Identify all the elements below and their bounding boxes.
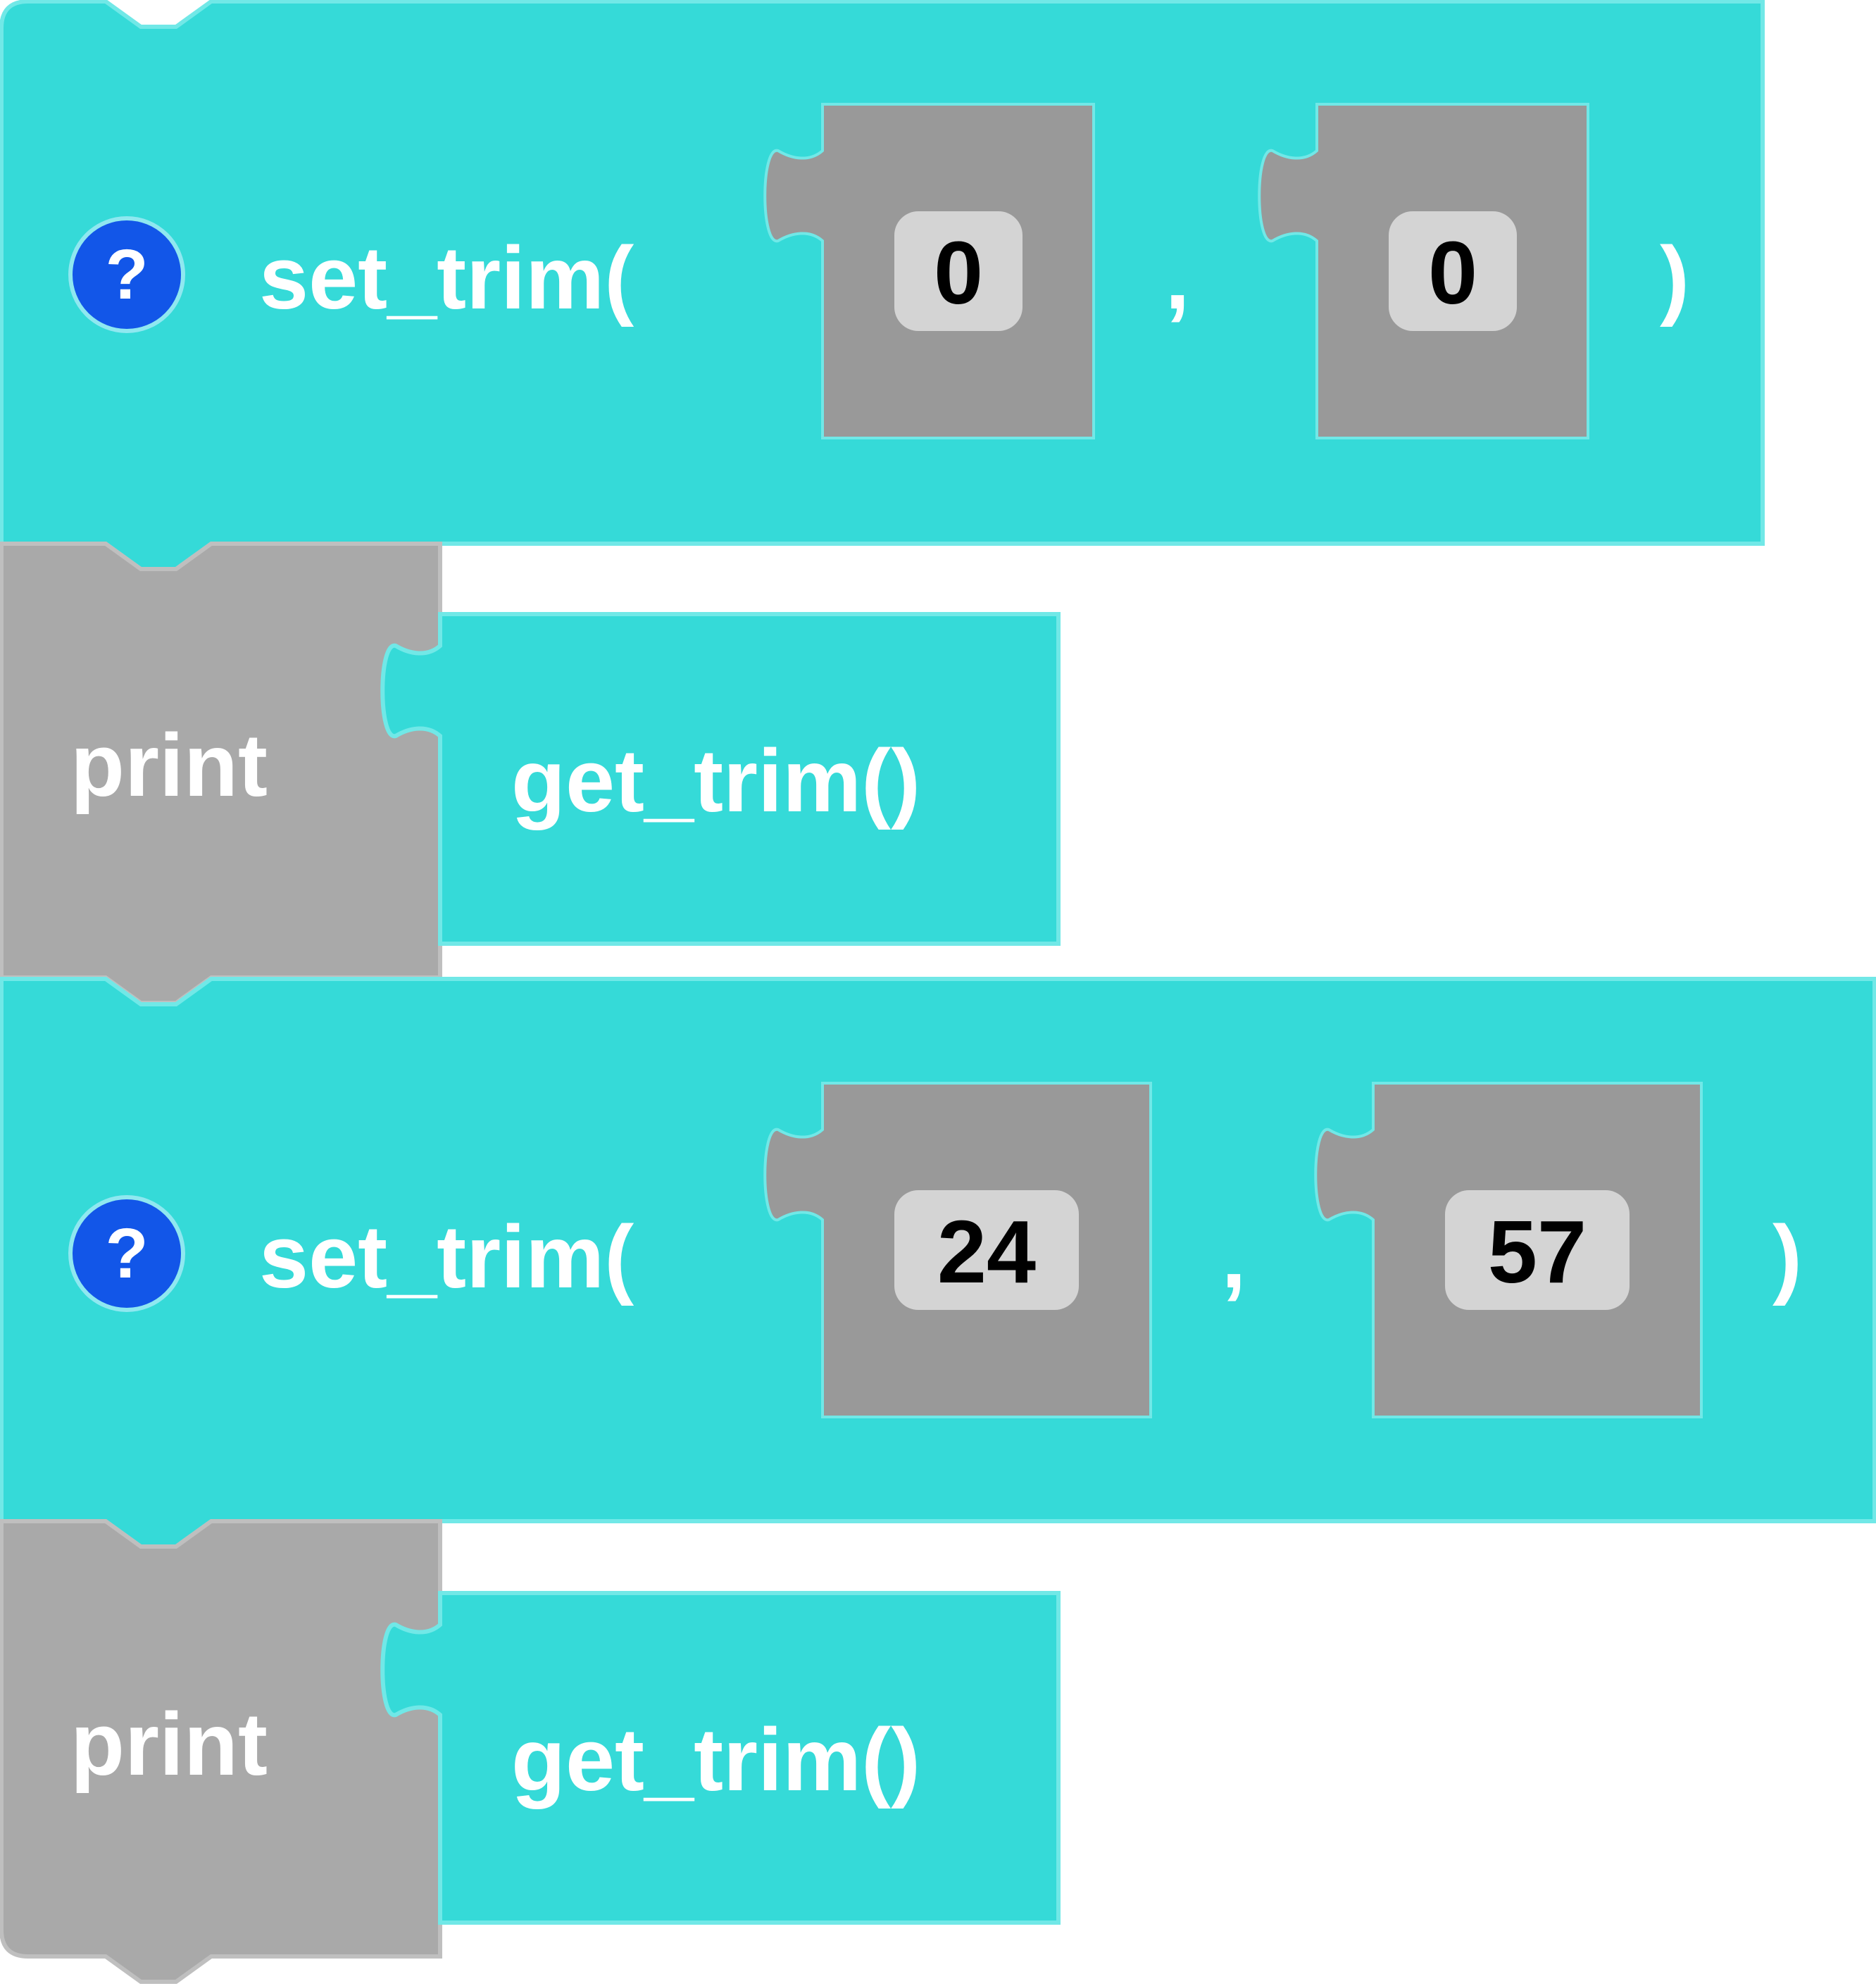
print-label: print [70,716,268,815]
help-button-2[interactable]: ? [68,1195,185,1312]
print-label: print [70,1694,268,1794]
set-trim-block-2[interactable]: ? set_trim( 24 , 57 ) [0,977,1876,1549]
value-slot-2a[interactable]: 24 [763,1082,1152,1418]
number-value-1a: 0 [934,223,983,323]
closing-paren: ) [1660,228,1689,327]
get-trim-block-2[interactable]: get_trim() [380,1591,1061,1925]
value-slot-1a[interactable]: 0 [763,103,1095,439]
block-label: set_trim( [259,1207,634,1306]
block-label: set_trim( [259,228,634,327]
print-block-2-body[interactable] [0,1519,442,1984]
value-slot-2b[interactable]: 57 [1314,1082,1703,1418]
question-mark-icon: ? [105,235,148,314]
get-trim-label: get_trim() [511,1710,920,1809]
number-field-1b[interactable] [1389,211,1517,331]
number-value-1b: 0 [1428,223,1477,323]
question-mark-icon: ? [105,1214,148,1293]
get-trim-label: get_trim() [511,731,920,830]
closing-paren: ) [1772,1207,1802,1306]
print-block-1[interactable]: print get_trim() [0,542,1061,1005]
argument-separator: , [1221,1207,1246,1306]
help-button-1[interactable]: ? [68,216,185,333]
argument-separator: , [1165,228,1189,327]
get-trim-block-1[interactable]: get_trim() [380,612,1061,946]
number-value-2b: 57 [1488,1202,1587,1301]
number-field-2b[interactable] [1445,1190,1630,1310]
set-trim-block-1[interactable]: ? set_trim( 0 , 0 ) [0,0,1765,571]
value-slot-1b[interactable]: 0 [1258,103,1589,439]
number-field-2a[interactable] [894,1190,1079,1310]
number-field-1a[interactable] [894,211,1023,331]
number-value-2a: 24 [937,1202,1036,1301]
print-block-2[interactable]: print get_trim() [0,1519,1061,1984]
